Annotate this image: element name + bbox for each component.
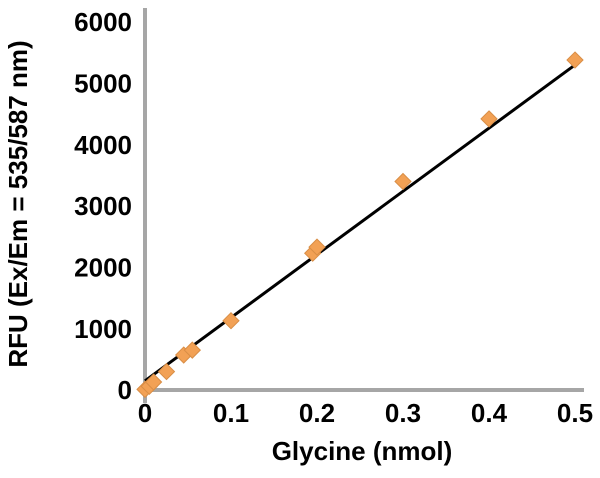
y-tick-label: 2000 [74,252,132,282]
data-point-marker [183,341,202,359]
x-tick-label: 0.5 [557,398,593,428]
x-axis-title: Glycine (nmol) [272,436,453,466]
y-tick-label: 4000 [74,130,132,160]
data-point-marker [222,311,240,330]
series-layer [136,51,584,399]
trendline [144,63,576,383]
x-tick-label: 0.1 [213,398,249,428]
tick-labels-layer: 0 1000 2000 3000 4000 5000 6000 0 0.1 0.2 0.3 0.4 0.… [74,7,593,428]
x-tick-label: 0.3 [385,398,421,428]
x-tick-label: 0.2 [299,398,335,428]
y-tick-label: 5000 [74,68,132,98]
y-tick-label: 3000 [74,191,132,221]
x-tick-label: 0.4 [471,398,508,428]
data-point-marker [480,110,498,128]
data-point-marker [566,51,584,69]
axes-layer [143,8,584,403]
data-point-marker [394,172,412,191]
y-tick-label: 1000 [74,314,132,344]
data-point-marker [157,362,176,381]
y-axis-title: RFU (Ex/Em = 535/587 nm) [3,40,33,367]
y-tick-label: 6000 [74,7,132,37]
data-point-marker [308,238,326,256]
x-tick-label: 0 [138,398,152,428]
data-point-marker [144,373,163,391]
y-tick-label: 0 [118,375,132,405]
